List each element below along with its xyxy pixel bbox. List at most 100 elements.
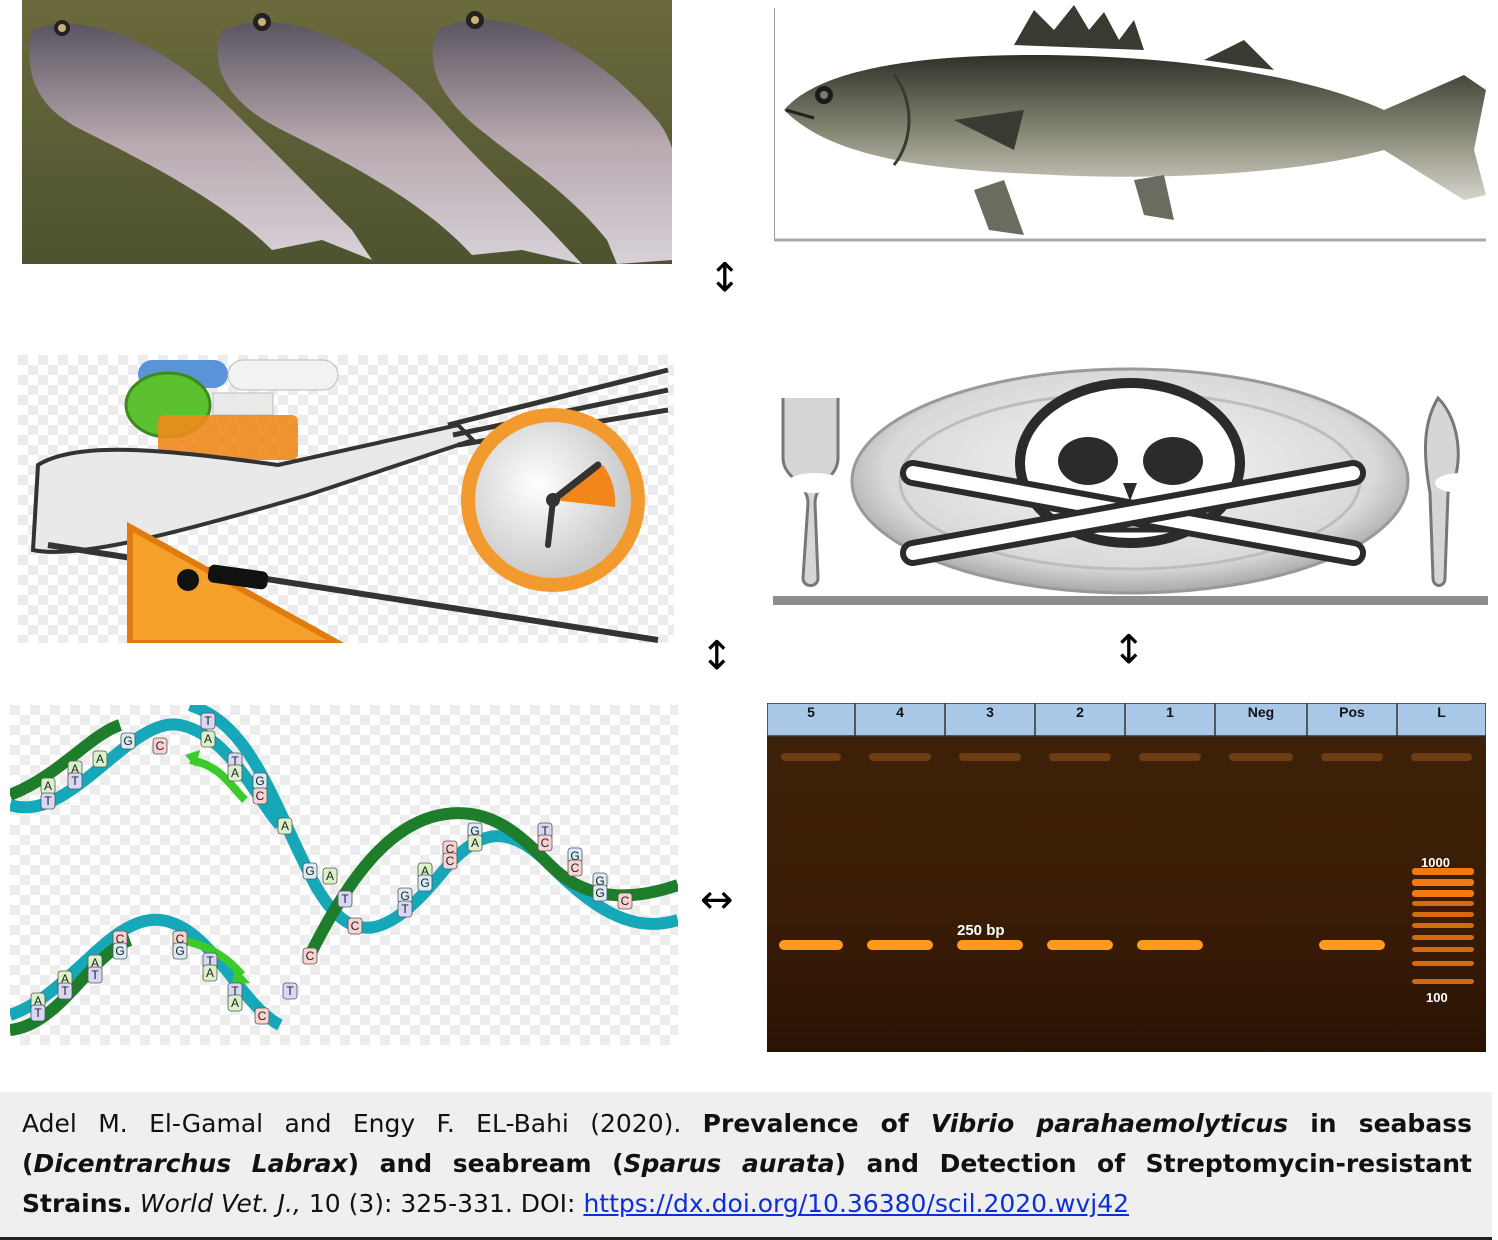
gel-well bbox=[1411, 753, 1472, 761]
base-letter: T bbox=[71, 774, 79, 788]
dna-band bbox=[1047, 940, 1113, 950]
bottom-border bbox=[0, 1237, 1492, 1240]
gel-well bbox=[781, 753, 841, 761]
base-letter: C bbox=[446, 854, 455, 868]
gel-well bbox=[1139, 753, 1201, 761]
doi-link[interactable]: https://dx.doi.org/10.36380/scil.2020.wv… bbox=[583, 1189, 1130, 1218]
food-safety-illustration bbox=[18, 355, 674, 643]
ladder-band bbox=[1412, 868, 1474, 875]
base-tile bbox=[467, 834, 483, 852]
base-tile bbox=[202, 964, 218, 982]
base-letter: T bbox=[91, 968, 99, 982]
ladder-band bbox=[1412, 961, 1474, 966]
base-letter: T bbox=[206, 954, 214, 968]
citation-caption: Adel M. El-Gamal and Engy F. EL-Bahi (20… bbox=[0, 1092, 1492, 1240]
lane-label: 3 bbox=[986, 704, 994, 720]
process-arrow-horizontal: ↔ bbox=[700, 877, 734, 923]
dna-band bbox=[867, 940, 933, 950]
base-letter: A bbox=[281, 819, 289, 833]
base-tile bbox=[40, 792, 56, 810]
base-letter: G bbox=[175, 944, 184, 958]
base-letter: T bbox=[401, 902, 409, 916]
base-tile bbox=[282, 982, 298, 1000]
base-tile bbox=[30, 1004, 46, 1022]
gel-well bbox=[1321, 753, 1383, 761]
seabream-photo bbox=[22, 0, 672, 264]
lane-label: 2 bbox=[1076, 704, 1084, 720]
base-letter: C bbox=[258, 1009, 267, 1023]
citation-volume: 10 (3): 325-331. DOI: bbox=[308, 1189, 576, 1218]
base-tile bbox=[227, 994, 243, 1012]
base-letter: A bbox=[231, 996, 239, 1010]
base-tile bbox=[337, 890, 353, 908]
band-size-label: 250 bp bbox=[957, 922, 1005, 939]
citation-title: Prevalence of Vibrio parahaemolyticus in… bbox=[22, 1109, 1473, 1218]
base-letter: T bbox=[61, 984, 69, 998]
base-tile bbox=[152, 737, 168, 755]
base-letter: A bbox=[206, 966, 214, 980]
base-letter: T bbox=[231, 984, 239, 998]
base-tile bbox=[397, 900, 413, 918]
gel-well bbox=[1229, 753, 1293, 761]
base-letter: G bbox=[420, 876, 429, 890]
ladder-1000-label: 1000 bbox=[1421, 855, 1450, 870]
base-tile bbox=[200, 712, 216, 730]
lane-label: Pos bbox=[1339, 704, 1365, 720]
base-letter: C bbox=[351, 919, 360, 933]
base-tile bbox=[200, 730, 216, 748]
base-tile bbox=[92, 750, 108, 768]
process-arrow-vertical-right: ↕ bbox=[1112, 627, 1146, 673]
base-tile bbox=[417, 874, 433, 892]
gel-image: 5 4 3 2 1 Neg Pos L 250 bp 1000 100 bbox=[767, 703, 1486, 1052]
base-tile bbox=[227, 764, 243, 782]
gel-well bbox=[1049, 753, 1111, 761]
base-tile bbox=[87, 966, 103, 984]
base-letter: G bbox=[255, 774, 264, 788]
gel-well bbox=[869, 753, 931, 761]
base-tile bbox=[347, 917, 363, 935]
base-letter: A bbox=[34, 994, 42, 1008]
base-letter: A bbox=[204, 732, 212, 746]
base-letter: C bbox=[621, 894, 630, 908]
base-tile bbox=[617, 892, 633, 910]
base-tile bbox=[254, 1007, 270, 1025]
base-letter: C bbox=[541, 836, 550, 850]
base-letter: A bbox=[326, 869, 334, 883]
base-tile bbox=[302, 947, 318, 965]
lane-label: L bbox=[1437, 704, 1446, 720]
ladder-band bbox=[1412, 890, 1474, 897]
base-tile bbox=[252, 787, 268, 805]
ladder-band bbox=[1412, 979, 1474, 984]
base-letter: A bbox=[71, 762, 79, 776]
base-letter: C bbox=[306, 949, 315, 963]
base-letter: T bbox=[44, 794, 52, 808]
ladder-band bbox=[1412, 947, 1474, 952]
base-letter: G bbox=[595, 886, 604, 900]
citation-authors: Adel M. El-Gamal and Engy F. EL-Bahi (20… bbox=[22, 1109, 682, 1138]
citation-text: Adel M. El-Gamal and Engy F. EL-Bahi (20… bbox=[22, 1104, 1472, 1224]
base-letter: G bbox=[305, 864, 314, 878]
base-letter: G bbox=[123, 734, 132, 748]
base-letter: C bbox=[116, 932, 125, 946]
base-letter: G bbox=[595, 874, 604, 888]
ladder-100-label: 100 bbox=[1426, 990, 1448, 1005]
base-letter: G bbox=[570, 849, 579, 863]
base-letter: A bbox=[44, 779, 52, 793]
dna-band bbox=[1137, 940, 1203, 950]
skull-crossbones-plate-icon bbox=[773, 343, 1488, 605]
base-letter: G bbox=[470, 824, 479, 838]
base-letter: A bbox=[91, 956, 99, 970]
ladder-band bbox=[1412, 912, 1474, 917]
base-tile bbox=[67, 772, 83, 790]
base-letter: T bbox=[204, 714, 212, 728]
lane-label: 4 bbox=[896, 704, 904, 720]
lane-label: 5 bbox=[807, 704, 815, 720]
lane-label: 1 bbox=[1166, 704, 1174, 720]
base-letter: A bbox=[421, 864, 429, 878]
ladder-band bbox=[1412, 923, 1474, 928]
base-tile bbox=[567, 859, 583, 877]
seabass-fish-icon bbox=[774, 0, 1486, 244]
process-arrow-vertical: ↕ bbox=[708, 255, 742, 301]
